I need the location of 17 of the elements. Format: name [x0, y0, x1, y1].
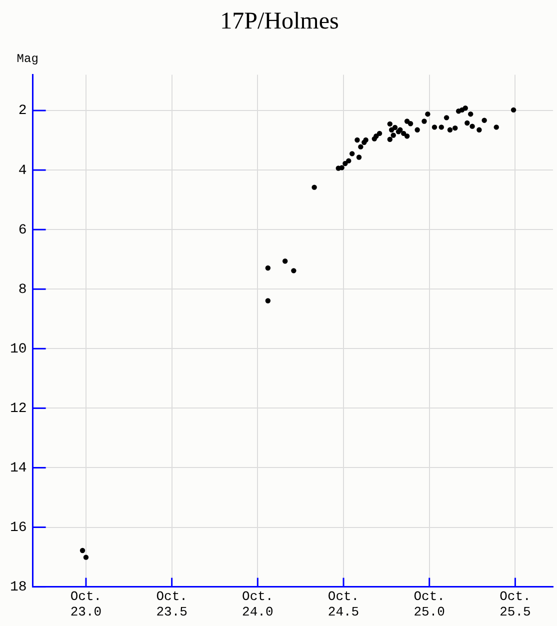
x-tick-label: Oct. 23.5	[156, 589, 188, 620]
x-tick-label: Oct. 24.0	[242, 589, 274, 620]
y-tick-label: 18	[10, 580, 27, 596]
y-axis-title: Mag	[16, 52, 38, 66]
x-tick-label: Oct. 24.5	[328, 589, 360, 620]
y-tick-label: 10	[10, 341, 27, 358]
y-tick-label: 8	[18, 282, 27, 298]
y-tick-label: 4	[18, 162, 27, 179]
y-tick-label: 16	[10, 520, 27, 536]
chart-title: 17P/Holmes	[220, 8, 339, 35]
x-tick-label: Oct. 23.0	[70, 589, 102, 620]
x-tick-label: Oct. 25.5	[500, 589, 531, 620]
y-tick-label: 2	[18, 103, 27, 120]
x-tick-label: Oct. 25.0	[414, 589, 445, 620]
y-tick-label: 6	[18, 222, 27, 238]
y-tick-label: 12	[10, 400, 27, 417]
y-tick-label: 14	[10, 460, 27, 476]
